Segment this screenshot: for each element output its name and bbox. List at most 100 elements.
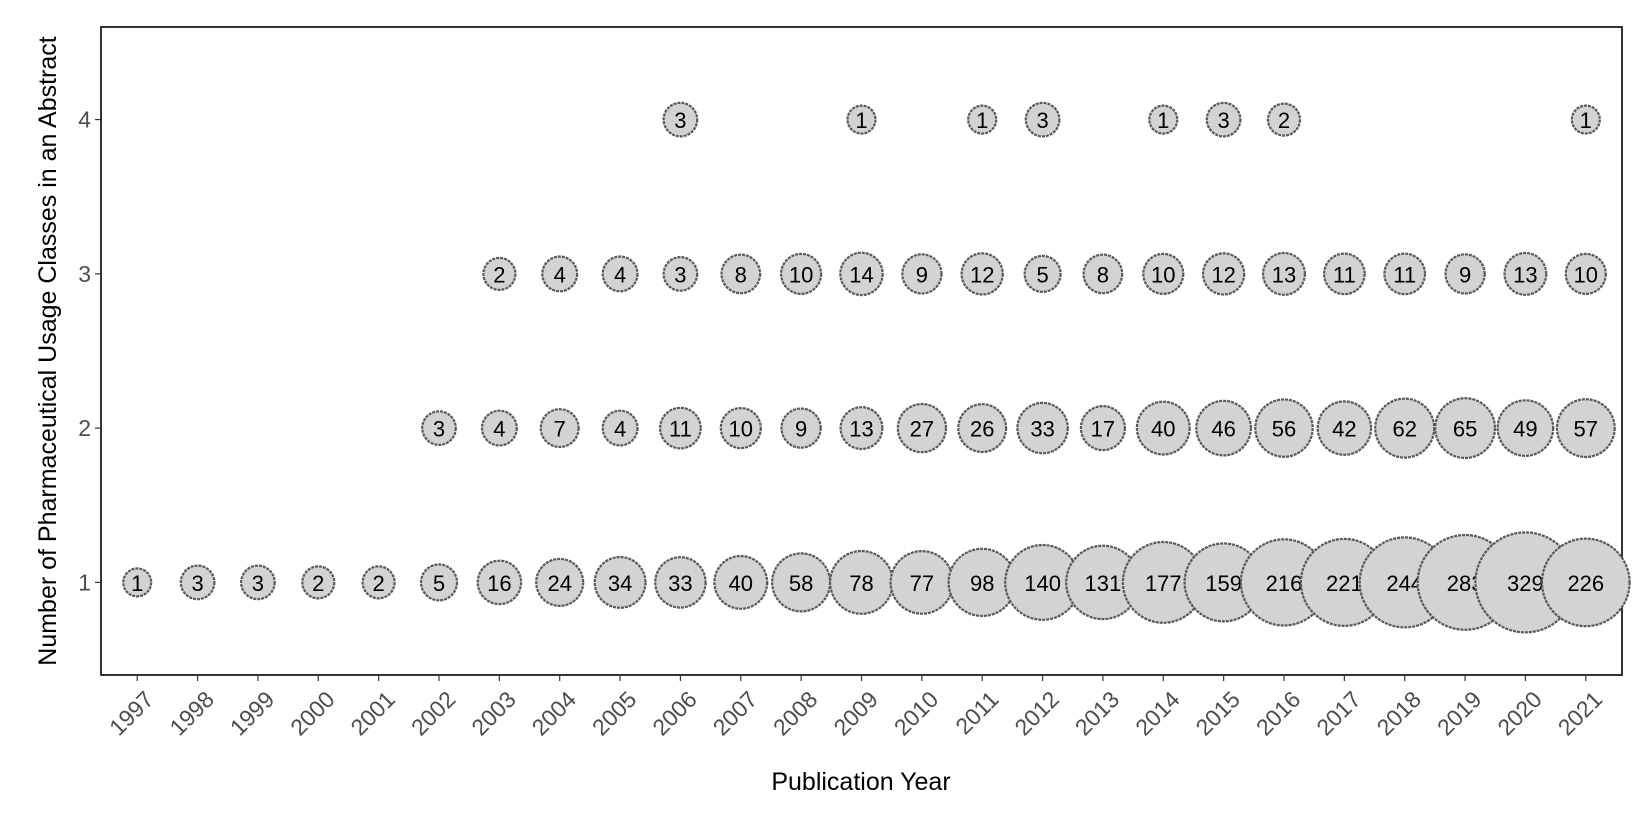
bubble-2000-1 [301,565,336,600]
bubble-label-2011-3: 12 [970,262,994,287]
x-tick-label-2016: 2016 [1251,686,1306,741]
y-tick-label-3: 3 [78,261,91,287]
bubble-label-2013-3: 8 [1097,262,1109,287]
bubble-label-2002-2: 3 [433,417,445,442]
bubble-2016-3 [1261,251,1306,296]
x-tick-label-2019: 2019 [1432,686,1487,741]
bubble-label-2021-4: 1 [1580,108,1592,133]
x-tick-label-2021: 2021 [1553,686,1608,741]
bubble-label-2014-3: 10 [1151,262,1175,287]
bubble-label-2020-2: 49 [1513,417,1537,442]
bubble-2006-1 [654,556,707,609]
bubble-1999-1 [239,564,276,601]
x-tick-label-1997: 1997 [104,686,159,741]
bubble-label-1999-1: 3 [252,571,264,596]
x-tick-label-2014: 2014 [1130,686,1185,741]
x-tick-label-2020: 2020 [1492,686,1547,741]
bubble-2011-4 [967,104,998,135]
bubble-2009-3 [839,251,884,297]
bubble-label-2003-3: 2 [493,262,505,287]
x-tick-label-2011: 2011 [950,686,1003,739]
bubble-2006-3 [662,256,699,292]
bubble-2007-3 [720,253,762,295]
bubble-label-2011-1: 98 [970,571,994,596]
bubble-label-2009-1: 78 [849,571,873,596]
x-tick-label-2009: 2009 [828,686,883,741]
y-axis-title: Number of Pharmaceutical Usage Classes i… [34,36,62,666]
bubble-2001-1 [361,565,396,600]
bubble-label-2011-2: 26 [970,417,994,442]
bubble-2015-2 [1195,399,1252,457]
y-axis: 1 2 3 4 [78,107,101,595]
bubble-label-2004-3: 4 [554,262,566,287]
bubble-2014-3 [1142,252,1185,295]
bubble-label-2021-2: 57 [1574,417,1598,442]
bubble-label-2017-1: 221 [1326,571,1363,596]
bubble-2017-2 [1316,400,1373,456]
bubble-label-2017-3: 11 [1333,262,1356,287]
bubble-label-2000-1: 2 [312,571,324,596]
bubble-label-2015-3: 12 [1211,262,1235,287]
x-tick-label-2006: 2006 [647,686,702,741]
bubble-label-2012-3: 5 [1036,262,1048,287]
bubble-2003-2 [480,409,518,447]
bubble-label-2009-4: 1 [855,108,867,133]
bubble-2014-4 [1148,104,1179,135]
bubble-2018-3 [1383,252,1427,296]
bubble-2005-1 [593,555,647,609]
bubble-label-2014-2: 40 [1151,417,1175,442]
bubble-label-2016-2: 56 [1272,417,1296,442]
x-tick-label-2002: 2002 [406,686,461,741]
bubble-label-2003-1: 16 [487,571,511,596]
bubble-label-2001-1: 2 [372,571,384,596]
bubble-label-2014-1: 177 [1145,571,1182,596]
bubble-label-2006-4: 3 [674,108,686,133]
bubble-label-2004-2: 7 [554,417,566,442]
bubble-label-2003-2: 4 [493,417,505,442]
bubble-label-2008-2: 9 [795,417,807,442]
bubble-label-2011-4: 1 [976,108,988,133]
bubble-2006-2 [659,406,702,450]
bubble-label-2013-2: 17 [1091,417,1115,442]
bubble-label-2012-2: 33 [1030,417,1054,442]
x-tick-label-2013: 2013 [1070,686,1125,741]
y-tick-label-4: 4 [78,107,91,133]
bubble-label-2010-2: 27 [910,417,934,442]
bubble-label-2005-1: 34 [608,571,632,596]
bubble-2016-4 [1266,102,1302,137]
bubble-2005-2 [601,409,639,447]
bubble-label-2016-3: 13 [1272,262,1296,287]
x-tick-label-2017: 2017 [1311,686,1366,741]
bubble-label-1998-1: 3 [191,571,203,596]
bubble-2013-2 [1079,405,1127,452]
bubble-2010-3 [901,253,943,295]
bubble-2017-3 [1322,252,1366,296]
bubble-2003-1 [476,559,523,606]
bubble-label-2020-1: 329 [1507,571,1544,596]
bubble-label-2015-4: 3 [1217,108,1229,133]
y-tick-label-2: 2 [78,415,91,441]
x-axis: 1997 1998 1999 2000 2001 2002 2003 2004 2005 2006… [104,675,1607,741]
bubble-2009-2 [839,406,884,451]
bubble-2003-3 [482,256,517,291]
bubble-2005-3 [601,255,639,293]
x-tick-label-2012: 2012 [1009,686,1064,741]
bubble-label-2010-3: 9 [916,262,928,287]
bubble-2021-2 [1555,398,1616,459]
bubble-2004-1 [535,557,585,608]
bubble-label-2008-1: 58 [789,571,813,596]
bubble-label-2005-2: 4 [614,417,626,442]
bubble-2015-4 [1205,101,1242,138]
bubble-label-2019-3: 9 [1459,262,1471,287]
bubble-2012-2 [1016,401,1069,455]
bubble-label-1997-1: 1 [131,571,143,596]
x-tick-label-2005: 2005 [587,686,642,741]
bubble-2012-4 [1024,101,1061,138]
bubble-label-2015-2: 46 [1211,417,1235,442]
bubble-2011-3 [960,252,1004,296]
bubble-2004-3 [541,255,579,293]
bubble-label-2017-2: 42 [1332,417,1356,442]
bubble-label-2005-3: 4 [614,262,626,287]
bubble-2002-1 [419,563,459,602]
bubble-2004-2 [539,408,580,449]
